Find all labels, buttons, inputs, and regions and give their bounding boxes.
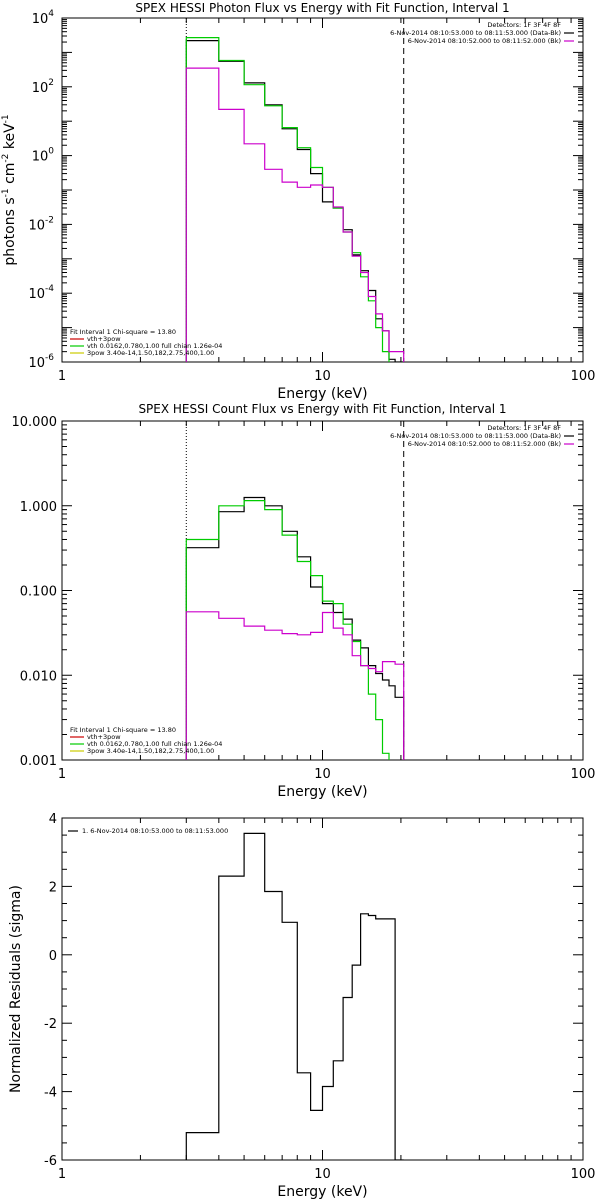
- y-tick-label: 0.001: [20, 754, 57, 769]
- x-tick-label: 100: [571, 767, 596, 782]
- legend-top: Detectors: 1F 3F 4F 8F6-Nov-2014 08:10:5…: [390, 424, 574, 448]
- y-tick-label: 4: [49, 812, 57, 827]
- x-tick-label: 1: [58, 369, 66, 384]
- y-tick-label: 104: [32, 9, 55, 27]
- x-axis-label: Energy (keV): [277, 784, 367, 800]
- series-group: [185, 832, 404, 1160]
- y-tick-label: 100: [32, 147, 55, 165]
- legend-top: 1. 6-Nov-2014 08:10:53.000 to 08:11:53.0…: [68, 827, 228, 835]
- legend-header: Detectors: 1F 3F 4F 8F: [487, 21, 561, 29]
- fit-legend-entry: 3pow 3.40e-14,1.50,182,2.75,400,1.00: [87, 747, 214, 755]
- x-tick-label: 1: [58, 1167, 66, 1182]
- x-axis-label: Energy (keV): [277, 386, 367, 402]
- y-axis-label: Normalized Residuals (sigma): [8, 885, 24, 1093]
- y-tick-label: -2: [44, 1017, 57, 1032]
- series-line-data-bk: [185, 496, 405, 760]
- y-tick-label: 2: [49, 880, 57, 895]
- series-line-vth: [185, 500, 390, 760]
- legend-entry: 6-Nov-2014 08:10:52.000 to 08:11:52.000 …: [408, 440, 561, 448]
- series-line-bk: [185, 611, 405, 760]
- x-tick-label: 100: [571, 369, 596, 384]
- legend-fit: Fit Interval 1 Chi-square = 13.80vth+3po…: [70, 726, 222, 755]
- legend-entry: 6-Nov-2014 08:10:53.000 to 08:11:53.000 …: [390, 29, 561, 37]
- fit-legend-entry: vth+3pow: [87, 733, 121, 741]
- series-group: [185, 496, 405, 760]
- x-tick-label: 10: [314, 369, 331, 384]
- x-tick-label: 10: [314, 1167, 331, 1182]
- y-tick-label: 10.000: [12, 415, 58, 430]
- chart-panel-3: 1 10 100 Energy (keV) -6 -4 -2 0 2 4 Normalized Re…: [8, 812, 595, 1200]
- legend-entry: 6-Nov-2014 08:10:53.000 to 08:11:53.000 …: [390, 432, 561, 440]
- x-tick-label: 100: [571, 1167, 596, 1182]
- chart-title: SPEX HESSI Photon Flux vs Energy with Fi…: [135, 1, 509, 15]
- legend-entry: 6-Nov-2014 08:10:52.000 to 08:11:52.000 …: [408, 37, 561, 45]
- legend-top: Detectors: 1F 3F 4F 8F6-Nov-2014 08:10:5…: [390, 21, 574, 45]
- fit-legend-entry: vth+3pow: [87, 335, 121, 343]
- x-tick-label: 1: [58, 767, 66, 782]
- fit-legend-header: Fit Interval 1 Chi-square = 13.80: [70, 328, 176, 336]
- chart-title: SPEX HESSI Count Flux vs Energy with Fit…: [138, 402, 506, 416]
- x-axis-label: Energy (keV): [277, 1184, 367, 1200]
- y-tick-label: 0: [49, 949, 57, 964]
- legend-entry: 1. 6-Nov-2014 08:10:53.000 to 08:11:53.0…: [82, 827, 228, 835]
- legend-header: Detectors: 1F 3F 4F 8F: [487, 424, 561, 432]
- y-tick-label: -4: [44, 1086, 57, 1101]
- y-tick-label: 10-2: [28, 215, 54, 233]
- fit-legend-entry: vth 0.0162,0.780,1.00 full chian 1.26e-0…: [87, 342, 222, 350]
- fit-legend-entry: 3pow 3.40e-14,1.50,182,2.75,400,1.00: [87, 349, 214, 357]
- chart-panel-2: SPEX HESSI Count Flux vs Energy with Fit…: [12, 402, 596, 800]
- chart-panel-1: SPEX HESSI Photon Flux vs Energy with Fi…: [1, 1, 595, 402]
- y-tick-label: -6: [44, 1154, 57, 1169]
- fit-legend-header: Fit Interval 1 Chi-square = 13.80: [70, 726, 176, 734]
- y-tick-label: 0.100: [20, 585, 57, 600]
- y-tick-label: 10-4: [28, 284, 54, 302]
- fit-legend-entry: vth 0.0162,0.780,1.00 full chian 1.26e-0…: [87, 740, 222, 748]
- y-axis-label: photons s-1 cm-2 keV-1: [1, 114, 18, 265]
- y-tick-label: 1.000: [20, 500, 57, 515]
- series-line-1-6-nov-2014-08-10-53-000-to-08-11-53-000: [185, 832, 404, 1160]
- y-tick-label: 102: [32, 78, 54, 96]
- legend-fit: Fit Interval 1 Chi-square = 13.80vth+3po…: [70, 328, 222, 357]
- y-tick-label: 0.010: [20, 669, 57, 684]
- series-line-bk: [185, 67, 405, 362]
- x-tick-label: 10: [314, 767, 331, 782]
- series-group: [185, 37, 405, 362]
- y-tick-label: 10-6: [28, 353, 54, 371]
- series-line-vth: [185, 37, 390, 362]
